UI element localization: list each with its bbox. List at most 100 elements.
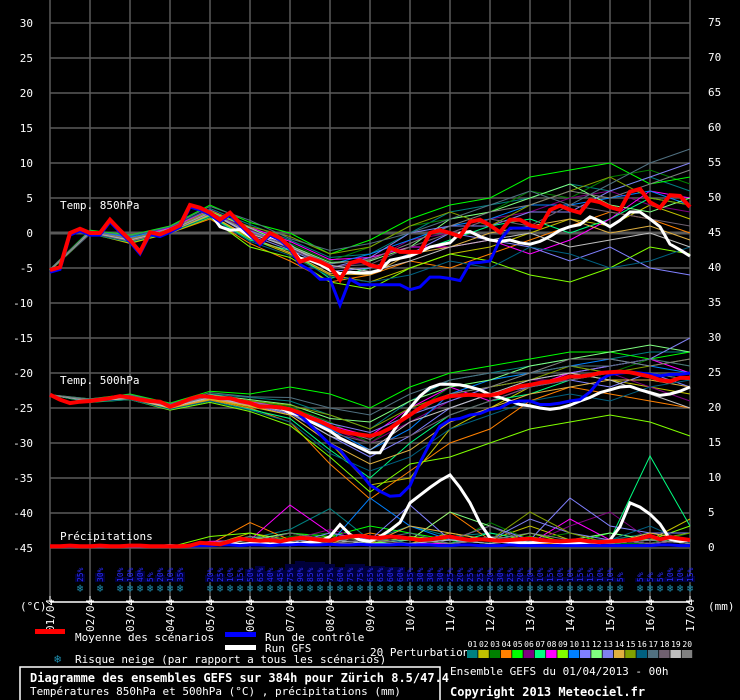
- snow-risk-percent: 90%: [296, 567, 305, 582]
- label-precip: Précipitations: [60, 530, 153, 543]
- snow-risk-bar: [235, 576, 245, 582]
- perturbation-swatch: [523, 650, 534, 658]
- left-tick-label: 30: [20, 17, 33, 30]
- snow-risk-percent: 75%: [286, 567, 295, 582]
- snow-risk-percent: 30%: [426, 567, 435, 582]
- snowflake-icon: ❄: [527, 582, 534, 595]
- snowflake-icon: ❄: [407, 582, 414, 595]
- snow-risk-bar: [175, 572, 185, 582]
- snow-risk-bar: [135, 571, 145, 582]
- perturbation-swatch: [647, 650, 659, 658]
- snowflake-icon: ❄: [327, 582, 334, 595]
- snowflake-icon: ❄: [217, 582, 224, 595]
- left-tick-label: -10: [13, 297, 33, 310]
- snow-risk-percent: 20%: [456, 567, 465, 582]
- snow-risk-bar: [575, 576, 585, 582]
- snow-risk-percent: 40%: [266, 567, 275, 582]
- snow-risk-bar: [225, 577, 235, 582]
- label-t500: Temp. 500hPa: [60, 374, 139, 387]
- snow-risk-percent: 20%: [206, 567, 215, 582]
- snow-risk-bar: [605, 577, 615, 582]
- snow-risk-percent: 5%: [616, 572, 625, 582]
- snow-risk-bar: [255, 566, 265, 582]
- snow-risk-bar: [615, 578, 625, 582]
- snow-risk-percent: 30%: [416, 567, 425, 582]
- snow-risk-bar: [475, 574, 485, 582]
- snowflake-icon: ❄: [337, 582, 344, 595]
- x-tick-label: 12/04: [484, 599, 497, 632]
- snow-risk-percent: 10%: [166, 567, 175, 582]
- main-lines: [49, 186, 692, 549]
- x-tick-label: 01/04: [44, 599, 57, 632]
- snow-risk-bar: [555, 577, 565, 582]
- left-tick-label: -25: [13, 402, 33, 415]
- legend-mean: Moyenne des scénarios: [75, 631, 214, 644]
- x-tick-label: 17/04: [684, 599, 697, 632]
- snowflake-icon: ❄: [567, 582, 574, 595]
- perturbation-number: 11: [581, 640, 591, 649]
- perturbation-number: 05: [513, 640, 523, 649]
- right-tick-label: 60: [708, 121, 721, 134]
- snow-risk-bar: [435, 573, 445, 582]
- x-tick-label: 09/04: [364, 599, 377, 632]
- snow-risk-bar: [125, 577, 135, 582]
- snowflake-icon: ❄: [177, 582, 184, 595]
- snow-risk-bar: [395, 567, 405, 582]
- snowflake-icon: ❄: [417, 582, 424, 595]
- snow-risk-percent: 10%: [226, 567, 235, 582]
- snow-risk-bar: [465, 574, 475, 582]
- perturbation-number: 20: [682, 640, 692, 649]
- snowflake-icon: ❄: [687, 582, 694, 595]
- perturbation-number: 13: [603, 640, 613, 649]
- snowflake-icon: ❄: [297, 582, 304, 595]
- perturbation-number: 06: [524, 640, 534, 649]
- snowflake-icon: ❄: [597, 582, 604, 595]
- snow-risk-bar: [485, 575, 495, 582]
- snow-risk-percent: 15%: [586, 567, 595, 582]
- right-tick-label: 25: [708, 366, 721, 379]
- snow-risk-percent: 45%: [276, 567, 285, 582]
- snowflake-icon: ❄: [247, 582, 254, 595]
- snow-risk-bar: [505, 574, 515, 582]
- snowflake-icon: ❄: [537, 582, 544, 595]
- snowflake-icon: ❄: [307, 582, 314, 595]
- x-tick-label: 16/04: [644, 599, 657, 632]
- snow-risk-bar: [545, 576, 555, 582]
- snow-risk-percent: 15%: [236, 567, 245, 582]
- x-tick-label: 03/04: [124, 599, 137, 632]
- snowflake-icon: ❄: [677, 582, 684, 595]
- perturbation-number: 08: [547, 640, 557, 649]
- left-tick-label: 20: [20, 87, 33, 100]
- right-tick-label: 5: [708, 506, 715, 519]
- perturbation-number: 10: [569, 640, 579, 649]
- snow-risk-percent: 10%: [536, 567, 545, 582]
- snow-risk-percent: 15%: [686, 567, 695, 582]
- snow-risk-percent: 25%: [506, 567, 515, 582]
- right-tick-label: 30: [708, 331, 721, 344]
- snow-risk-percent: 75%: [326, 567, 335, 582]
- snow-risk-bar: [635, 578, 645, 582]
- t850-mean-line: [49, 186, 692, 284]
- perturbation-number: 03: [490, 640, 500, 649]
- snowflake-icon: ❄: [377, 582, 384, 595]
- x-tick-label: 14/04: [564, 599, 577, 632]
- perturbation-swatches: 01 02 03 04 05 06 07 08 09 10 11 12 13 14 15 16 17 18 19 20: [467, 640, 693, 658]
- perturbation-number: 01: [468, 640, 478, 649]
- snow-risk-percent: 60%: [396, 567, 405, 582]
- right-tick-label: 15: [708, 436, 721, 449]
- x-tick-label: 04/04: [164, 599, 177, 632]
- right-tick-label: 10: [708, 471, 721, 484]
- snow-risk-bar: [245, 569, 255, 582]
- snowflake-icon: ❄: [437, 582, 444, 595]
- left-tick-label: -20: [13, 367, 33, 380]
- snow-risk-percent: 10%: [666, 567, 675, 582]
- snowflake-icon: ❄: [137, 582, 144, 595]
- x-tick-label: 06/04: [244, 599, 257, 632]
- snowflake-icon: ❄: [617, 582, 624, 595]
- snow-risk-percent: 30%: [96, 567, 105, 582]
- snow-risk-percent: 25%: [446, 567, 455, 582]
- snow-risk-percent: 65%: [256, 567, 265, 582]
- snow-risk-percent: 10%: [566, 567, 575, 582]
- snow-risk-bar: [405, 572, 415, 582]
- snow-risk-percent: 20%: [156, 567, 165, 582]
